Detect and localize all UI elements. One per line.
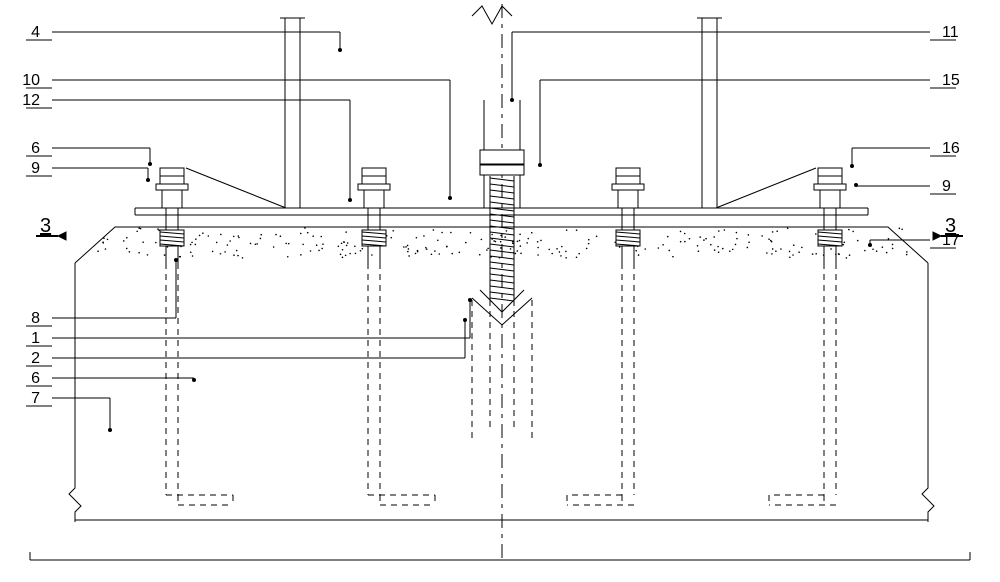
label-15: 15: [942, 72, 960, 89]
label-9: 9: [31, 160, 40, 177]
engineering-section-drawing: 41012698126711151691733: [0, 0, 1000, 582]
label-2: 2: [31, 350, 40, 367]
section-mark-3: 3: [40, 215, 51, 237]
label-8: 8: [31, 310, 40, 327]
label-11: 11: [942, 24, 959, 41]
label-6: 6: [31, 140, 40, 157]
label-16: 16: [942, 140, 960, 157]
label-6: 6: [31, 370, 40, 387]
label-12: 12: [22, 92, 40, 109]
label-1: 1: [31, 330, 40, 347]
label-10: 10: [22, 72, 40, 89]
section-mark-3: 3: [945, 215, 956, 237]
label-4: 4: [31, 24, 40, 41]
label-9: 9: [942, 178, 951, 195]
label-7: 7: [31, 390, 40, 407]
